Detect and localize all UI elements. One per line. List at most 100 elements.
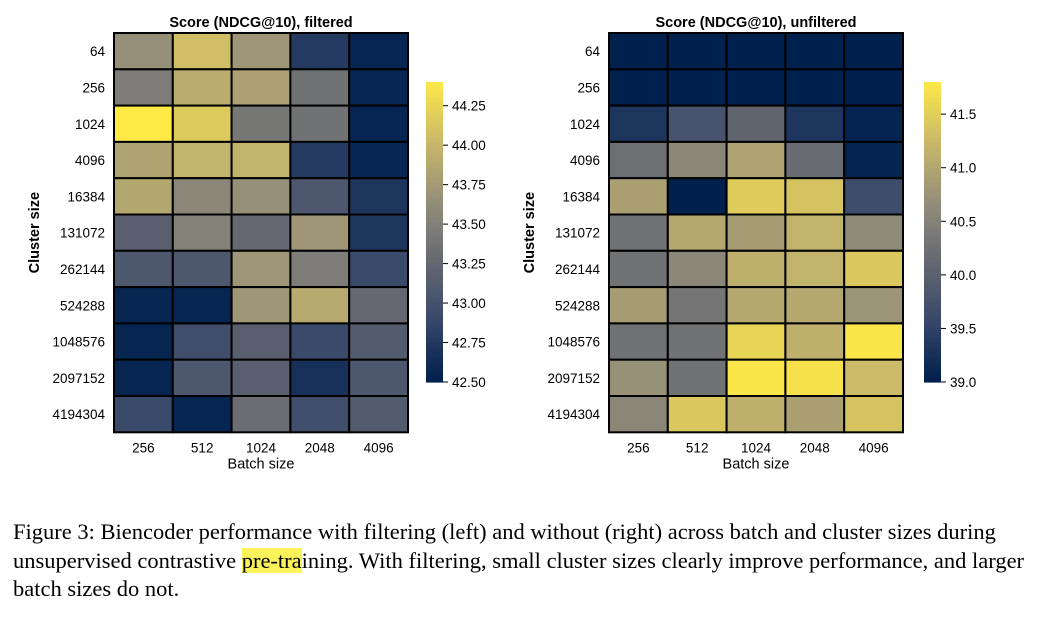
colorbar-segment <box>426 147 443 153</box>
caption-text-end: ining. With filtering, small cluster siz… <box>13 547 1025 602</box>
colorbar: 39.0 39.5 40.0 40.5 41.0 41.5 <box>924 82 976 390</box>
colorbar-segment <box>924 242 941 248</box>
colorbar-segment <box>426 372 443 378</box>
x-tick-label: 256 <box>132 440 155 455</box>
heatmap-cell <box>113 177 174 216</box>
colorbar-tick-label: 41.5 <box>950 107 976 122</box>
colorbar-segment <box>924 377 941 383</box>
x-tick-label: 512 <box>191 440 214 455</box>
heatmap-cell <box>725 104 787 143</box>
heatmap-cell <box>171 249 233 289</box>
heatmap-cell <box>725 68 787 107</box>
y-axis-label: Cluster size <box>522 192 538 273</box>
heatmap-cell <box>289 358 351 398</box>
colorbar-tick-label: 43.75 <box>452 178 486 193</box>
colorbar-segment <box>426 247 443 253</box>
colorbar-segment <box>426 152 443 158</box>
colorbar-segment <box>924 217 941 223</box>
colorbar-segment <box>924 342 941 348</box>
colorbar-segment <box>426 267 443 273</box>
colorbar-segment <box>924 152 941 158</box>
y-tick-label: 1048576 <box>52 335 105 350</box>
y-tick-label: 4096 <box>75 153 105 168</box>
heatmap-cell <box>289 104 351 143</box>
colorbar-segment <box>924 162 941 168</box>
heatmap-cell <box>608 322 669 361</box>
y-tick-label: 256 <box>82 80 105 95</box>
colorbar-segment <box>426 297 443 303</box>
heatmap-cell <box>843 358 905 398</box>
heatmap-cell <box>230 249 292 289</box>
heatmap-cell <box>348 68 410 107</box>
colorbar-segment <box>924 112 941 118</box>
colorbar-segment <box>426 122 443 128</box>
heatmap-svg: Score (NDCG@10), filtered 64 256 1024 4096 16… <box>27 15 976 472</box>
colorbar-segment <box>426 92 443 98</box>
heatmap-cell <box>608 177 669 216</box>
colorbar-segment <box>924 82 941 88</box>
figure-heatmaps: Score (NDCG@10), filtered 64 256 1024 4096 16… <box>27 15 976 472</box>
heatmap-cell <box>843 395 905 434</box>
y-tick-label: 1048576 <box>547 335 600 350</box>
heatmap-cell <box>725 249 787 289</box>
colorbar-segment <box>426 192 443 198</box>
heatmap-cell <box>666 213 728 252</box>
heatmap-cell <box>843 286 905 325</box>
heatmap-cell <box>608 358 669 398</box>
heatmap-cell <box>784 213 846 252</box>
heatmap-cell <box>348 213 410 252</box>
colorbar-segment <box>924 222 941 228</box>
heatmap-cell <box>230 358 292 398</box>
heatmap-cell <box>725 358 787 398</box>
colorbar-segment <box>426 347 443 353</box>
heatmap-cell <box>725 395 787 434</box>
colorbar-tick-label: 42.75 <box>452 336 486 351</box>
colorbar-segment <box>924 337 941 343</box>
colorbar: 42.50 42.75 43.00 43.25 43.50 43.75 44.00 44.25 <box>426 82 486 390</box>
heatmap-cell <box>666 322 728 361</box>
heatmap-cell <box>784 68 846 107</box>
heatmap-cell <box>784 358 846 398</box>
heatmap-cell <box>113 213 174 252</box>
heatmap-cell <box>113 32 174 71</box>
colorbar-segment <box>426 102 443 108</box>
heatmap-cell <box>725 140 787 180</box>
y-tick-label: 4096 <box>570 153 600 168</box>
colorbar-segment <box>924 297 941 303</box>
colorbar-segment <box>924 262 941 268</box>
heatmap-cell <box>171 395 233 434</box>
colorbar-tick-label: 42.50 <box>452 375 486 390</box>
colorbar-segment <box>426 177 443 183</box>
y-tick-label: 131072 <box>555 226 600 241</box>
caption-text-start: Figure 3: Biencoder performance with fil… <box>13 519 996 573</box>
heatmap-cell <box>666 177 728 216</box>
heatmap-cell <box>171 322 233 361</box>
x-axis-label: Batch size <box>228 456 295 472</box>
colorbar-segment <box>426 172 443 178</box>
x-tick-label: 1024 <box>246 440 277 455</box>
heatmap-cell <box>230 68 292 107</box>
heatmap-cell <box>666 140 728 180</box>
colorbar-segment <box>924 322 941 328</box>
heatmap-cell <box>171 68 233 107</box>
heatmap-cell <box>843 104 905 143</box>
heatmap-cell <box>289 177 351 216</box>
x-tick-label: 2048 <box>800 440 830 455</box>
colorbar-segment <box>426 107 443 113</box>
colorbar-segment <box>924 137 941 143</box>
heatmap-cell <box>843 140 905 180</box>
heatmap-cell <box>843 177 905 216</box>
colorbar-segment <box>924 197 941 203</box>
figure-caption: Figure 3: Biencoder performance with fil… <box>13 518 1033 604</box>
y-tick-label: 64 <box>90 44 106 59</box>
y-tick-label: 256 <box>577 80 600 95</box>
heatmap-cell <box>230 32 292 71</box>
colorbar-segment <box>924 317 941 323</box>
colorbar-segment <box>924 287 941 293</box>
y-tick-label: 4194304 <box>547 407 600 422</box>
colorbar-segment <box>924 102 941 108</box>
heatmap-cell <box>289 68 351 107</box>
colorbar-segment <box>426 137 443 143</box>
heatmap-cell <box>171 358 233 398</box>
heatmap-cell <box>230 213 292 252</box>
